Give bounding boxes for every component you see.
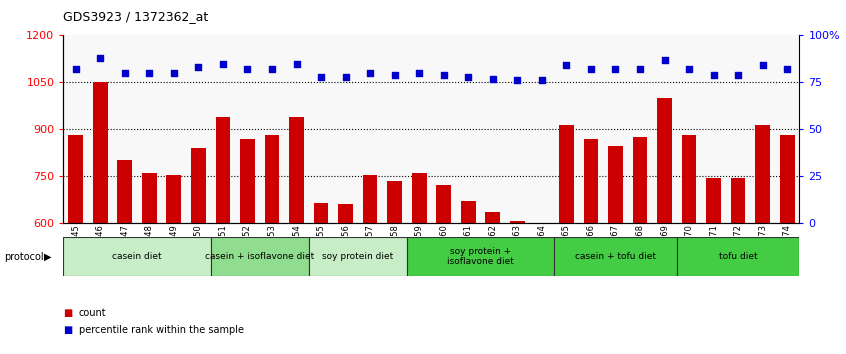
Text: count: count [79,308,107,318]
Bar [289,117,304,354]
Bar [437,185,451,354]
Point [240,66,254,72]
Point [461,74,475,80]
Bar [731,178,745,354]
Point [486,76,499,81]
Text: soy protein diet: soy protein diet [322,252,393,261]
Text: soy protein +
isoflavone diet: soy protein + isoflavone diet [447,247,514,266]
Bar [608,147,623,354]
Bar [461,201,475,354]
Bar [559,125,574,354]
Point [682,66,695,72]
Point [657,57,671,63]
Point [755,63,769,68]
Bar [407,237,554,276]
Bar [142,173,157,354]
Text: casein + isoflavone diet: casein + isoflavone diet [205,252,315,261]
Text: percentile rank within the sample: percentile rank within the sample [79,325,244,335]
Point [608,66,622,72]
Bar [633,137,647,354]
Point [265,66,278,72]
Point [216,61,229,67]
Text: ▶: ▶ [44,252,52,262]
Bar [584,138,598,354]
Text: ■: ■ [63,325,73,335]
Point [142,70,156,76]
Bar [314,203,328,354]
Point [706,72,720,78]
Point [510,78,524,83]
Point [584,66,597,72]
Point [167,70,180,76]
Bar [93,82,107,354]
Text: casein diet: casein diet [113,252,162,261]
Bar [363,175,377,354]
Point [633,66,646,72]
Bar [510,222,525,354]
Point [412,70,426,76]
Point [69,66,82,72]
Text: ■: ■ [63,308,73,318]
Point [338,74,352,80]
Point [559,63,573,68]
Bar [69,136,83,354]
Point [387,72,401,78]
Bar [387,181,402,354]
Point [363,70,376,76]
Bar [167,175,181,354]
Text: tofu diet: tofu diet [719,252,757,261]
Bar [118,160,132,354]
Text: protocol: protocol [4,252,44,262]
Point [191,64,205,70]
Bar [706,178,721,354]
Point [289,61,303,67]
Point [118,70,131,76]
Bar [191,148,206,354]
Bar [211,237,309,276]
Bar [63,237,211,276]
Point [780,66,794,72]
Text: casein + tofu diet: casein + tofu diet [575,252,656,261]
Bar [554,237,677,276]
Bar [755,125,770,354]
Bar [535,223,549,354]
Bar [682,136,696,354]
Point [314,74,327,80]
Point [437,72,450,78]
Bar [240,138,255,354]
Bar [657,98,672,354]
Bar [412,173,426,354]
Text: GDS3923 / 1372362_at: GDS3923 / 1372362_at [63,10,209,23]
Point [93,55,107,61]
Bar [309,237,407,276]
Point [535,78,548,83]
Bar [677,237,799,276]
Point [731,72,744,78]
Bar [216,117,230,354]
Bar [338,204,353,354]
Bar [486,212,500,354]
Bar [780,136,794,354]
Bar [265,136,279,354]
